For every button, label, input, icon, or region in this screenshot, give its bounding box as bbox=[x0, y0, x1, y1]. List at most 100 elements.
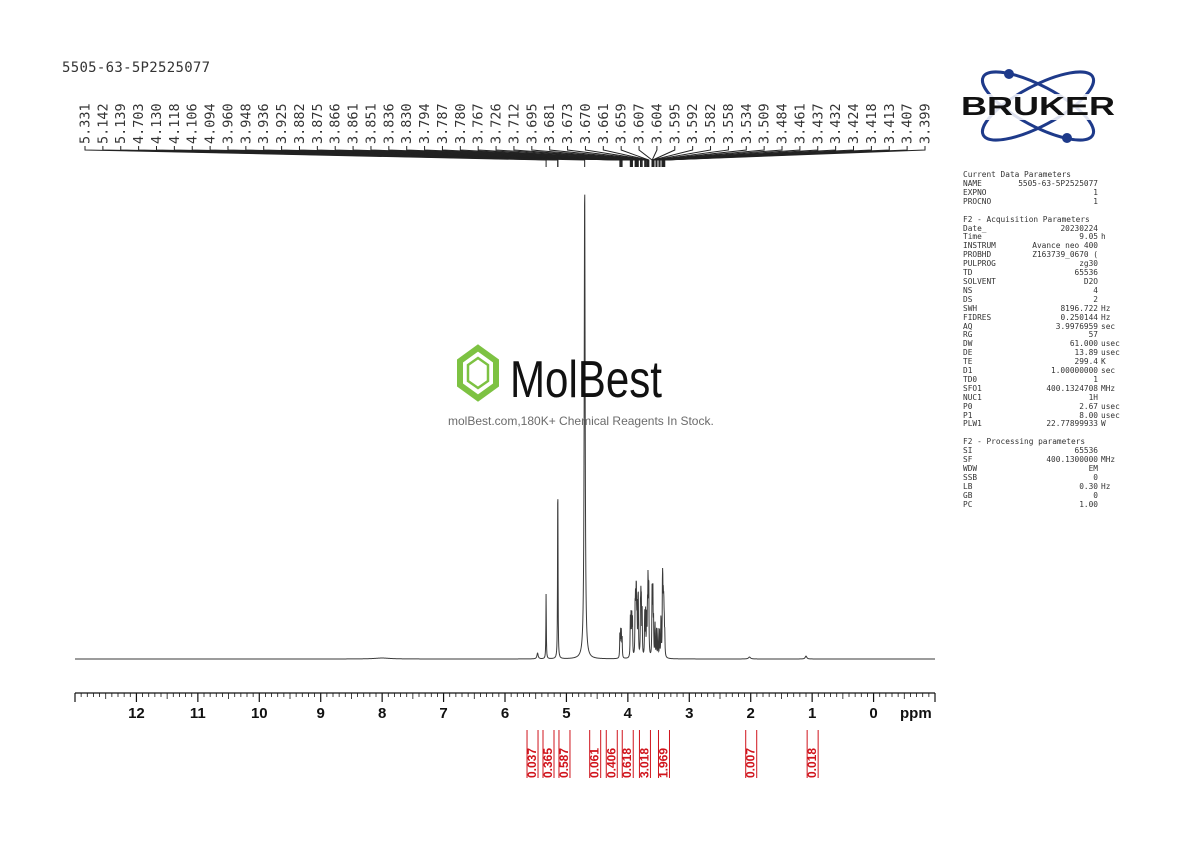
integral-label: 0.618 bbox=[620, 748, 634, 778]
peak-label: 3.534 bbox=[739, 103, 755, 144]
param-row: DE 13.89 usec bbox=[963, 348, 1123, 358]
param-value: 22.77899933 bbox=[1046, 419, 1098, 429]
param-unit: MHz bbox=[1101, 383, 1116, 393]
integral-bracket bbox=[745, 730, 758, 778]
spectrum-trace bbox=[75, 194, 935, 660]
axis-tick-label: 4 bbox=[624, 705, 633, 722]
peak-leader bbox=[657, 146, 765, 167]
param-key: LB bbox=[963, 481, 973, 491]
integral-label: 0.365 bbox=[541, 748, 555, 778]
param-unit bbox=[1098, 278, 1123, 287]
param-key: INSTRUM bbox=[963, 241, 996, 251]
param-unit: Hz bbox=[1101, 312, 1111, 322]
param-key: PULPROG bbox=[963, 259, 996, 269]
peak-label: 3.780 bbox=[453, 103, 469, 144]
integral-bracket bbox=[605, 730, 618, 778]
param-key: Date_ bbox=[963, 223, 987, 233]
integral-label: 0.061 bbox=[588, 748, 602, 778]
param-section-title: Current Data Parameters bbox=[963, 170, 1071, 179]
param-key: SI bbox=[963, 446, 973, 456]
param-value: 8196.722 bbox=[1060, 303, 1098, 313]
param-value: 299.4 bbox=[1074, 357, 1098, 367]
sample-title: 5505-63-5P2525077 bbox=[62, 60, 211, 76]
integral-bracket bbox=[657, 730, 670, 778]
param-unit bbox=[1098, 251, 1123, 260]
peak-label: 3.767 bbox=[471, 103, 487, 144]
param-value: 9.05 bbox=[1079, 232, 1098, 242]
param-value: 2 bbox=[1093, 294, 1098, 304]
param-section-title: F2 - Acquisition Parameters bbox=[963, 214, 1090, 224]
integral-label: 0.037 bbox=[525, 748, 539, 778]
peak-label: 3.695 bbox=[524, 103, 540, 144]
param-unit: usec bbox=[1101, 401, 1120, 411]
bruker-brand-text: BRUKER bbox=[961, 91, 1115, 121]
param-row: TD0 1 bbox=[963, 375, 1123, 385]
axis-tick-label: 1 bbox=[808, 705, 816, 722]
param-unit bbox=[1098, 287, 1123, 296]
param-unit: sec bbox=[1101, 366, 1116, 376]
param-row: WDW EM bbox=[963, 464, 1123, 474]
param-key: P1 bbox=[963, 410, 973, 420]
param-value: 1.00 bbox=[1079, 499, 1098, 509]
param-row: SOLVENT D2O bbox=[963, 277, 1123, 287]
axis-tick-label: 5 bbox=[562, 705, 570, 722]
peak-label: 4.118 bbox=[167, 103, 183, 144]
peak-label: 5.331 bbox=[78, 103, 94, 144]
integral-bracket bbox=[558, 730, 571, 778]
param-unit: Hz bbox=[1101, 481, 1111, 491]
axis-tick-label: 9 bbox=[317, 705, 325, 722]
molbest-logo-icon: MolBest bbox=[457, 344, 662, 409]
param-value: 4 bbox=[1093, 285, 1098, 295]
param-unit: W bbox=[1101, 419, 1106, 429]
peak-label: 3.413 bbox=[882, 103, 898, 144]
param-key: SFO1 bbox=[963, 383, 982, 393]
param-row: SFO1 400.1324708 MHz bbox=[963, 383, 1123, 394]
peak-label: 3.882 bbox=[292, 103, 308, 144]
param-row: SSB 0 bbox=[963, 473, 1123, 483]
param-unit bbox=[1098, 189, 1123, 198]
param-value: 1H bbox=[1088, 392, 1098, 402]
peak-label: 3.484 bbox=[775, 103, 791, 144]
param-unit: h bbox=[1101, 232, 1106, 242]
param-value: 400.1324708 bbox=[1046, 383, 1098, 393]
peak-leader bbox=[659, 146, 783, 167]
peak-label: 5.139 bbox=[113, 103, 129, 144]
peak-leader bbox=[653, 146, 712, 167]
param-unit: usec bbox=[1101, 410, 1120, 420]
peak-label: 3.461 bbox=[792, 103, 808, 144]
ppm-axis: 12 11 10 9 8 7 6 5 4 3 2 1 0 bbox=[74, 692, 936, 722]
peak-label: 3.604 bbox=[649, 103, 665, 144]
peak-label: 3.437 bbox=[810, 103, 826, 144]
peak-leader bbox=[584, 146, 649, 167]
peak-label: 3.830 bbox=[399, 103, 415, 144]
peak-label: 3.432 bbox=[828, 103, 844, 144]
param-key: NS bbox=[963, 285, 973, 295]
param-unit bbox=[1098, 242, 1123, 251]
peak-leader bbox=[652, 146, 694, 167]
param-unit: usec bbox=[1101, 339, 1120, 349]
integral-group: 0.037 0.365 0.587 0.061 0.406 0.618 3.018 1.969… bbox=[525, 730, 819, 778]
param-value: 1 bbox=[1093, 196, 1098, 206]
param-key: AQ bbox=[963, 321, 973, 331]
peak-label: 5.142 bbox=[95, 103, 111, 144]
param-unit bbox=[1098, 198, 1123, 207]
param-value: 3.9976959 bbox=[1055, 321, 1098, 331]
param-unit: usec bbox=[1101, 348, 1120, 358]
integral-bracket bbox=[621, 730, 634, 778]
param-key: GB bbox=[963, 490, 973, 500]
param-value: 1.00000000 bbox=[1051, 366, 1098, 376]
axis-tick-label: 8 bbox=[378, 705, 386, 722]
param-row: SF 400.1300000 MHz bbox=[963, 455, 1123, 465]
peak-label: 3.670 bbox=[578, 103, 594, 144]
peak-label: 4.703 bbox=[131, 103, 147, 144]
param-key: RG bbox=[963, 330, 973, 340]
peak-label: 3.582 bbox=[703, 103, 719, 144]
molbest-watermark: MolBest bbox=[440, 340, 750, 440]
param-key: P0 bbox=[963, 401, 973, 411]
param-row: INSTRUM Avance neo 400 bbox=[963, 241, 1123, 251]
param-key: WDW bbox=[963, 464, 978, 474]
peak-label: 4.130 bbox=[149, 103, 165, 144]
param-key: NAME bbox=[963, 178, 982, 188]
param-row: RG 57 bbox=[963, 331, 1123, 340]
param-value: Z163739_0670 ( bbox=[1032, 250, 1098, 260]
